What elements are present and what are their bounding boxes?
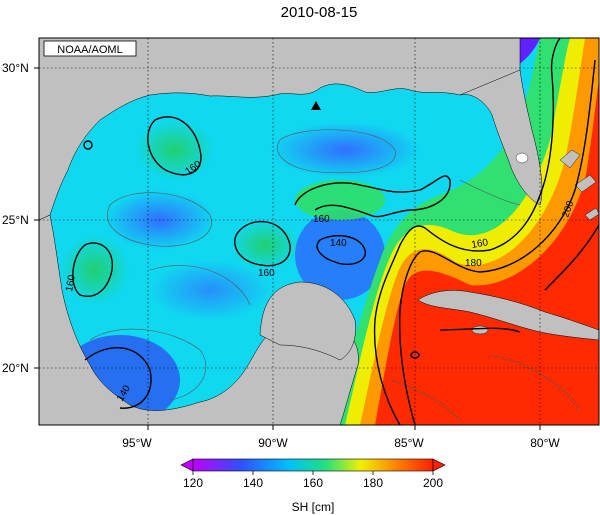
lon-tick-label: 80°W	[530, 436, 560, 450]
colorbar-tick-label: 180	[363, 476, 383, 490]
map-frame	[38, 37, 600, 426]
map-title: 2010-08-15	[281, 4, 358, 21]
credit-label: NOAA/AOML	[57, 44, 122, 56]
contour-label: 160	[313, 214, 330, 225]
colorbar-tick-label: 200	[423, 476, 443, 490]
lake-okeechobee	[515, 152, 529, 164]
contour-label: 160	[258, 268, 275, 279]
yucatan-land	[259, 281, 356, 361]
credit-box	[43, 40, 137, 57]
lon-tick-label: 85°W	[394, 436, 424, 450]
bahamas-island	[574, 174, 597, 193]
low-sh-region	[270, 122, 420, 178]
major-contours	[72, 38, 599, 425]
florida-land	[459, 69, 543, 206]
low-sh-region	[295, 210, 385, 300]
station-marker-icon	[311, 101, 321, 110]
colorbar-title: SH [cm]	[292, 500, 335, 514]
contour-label: 140	[330, 238, 347, 249]
high-sh-region	[135, 120, 215, 180]
us-gulf-coast-land	[39, 38, 521, 221]
low-sh-region	[150, 260, 270, 320]
lat-tick-label: 25°N	[2, 213, 29, 227]
island	[471, 325, 489, 335]
bahamas-island	[584, 207, 599, 221]
axis-ticks	[34, 67, 541, 430]
colorbar-tick-label: 140	[243, 476, 263, 490]
mexico-land	[39, 214, 359, 425]
bahamas-island	[559, 149, 581, 169]
lon-tick-label: 90°W	[258, 436, 288, 450]
colorbar-high-arrow	[432, 458, 446, 472]
contour-label: 160	[64, 274, 78, 293]
loop-current-red	[375, 80, 599, 425]
colorbar-tick-label: 120	[183, 476, 203, 490]
lon-tick-label: 95°W	[122, 436, 152, 450]
colorbar-low-arrow	[180, 458, 194, 472]
high-sh-region	[60, 235, 130, 305]
high-sh-region	[230, 220, 300, 270]
map-area: 160 160 160 160 140 140 160 180 200 NOAA…	[39, 38, 599, 425]
lat-tick-label: 30°N	[2, 61, 29, 75]
high-sh-region	[295, 180, 385, 220]
contour-label: 180	[465, 258, 482, 269]
lat-tick-label: 20°N	[2, 361, 29, 375]
contour-label: 160	[471, 237, 490, 251]
grid-lines	[39, 38, 599, 425]
colorbar-scale	[192, 458, 434, 472]
colorbar: 120 140 160 180 200 SH [cm]	[180, 458, 446, 514]
colorbar-tick-label: 160	[303, 476, 323, 490]
cuba-land	[417, 290, 599, 341]
